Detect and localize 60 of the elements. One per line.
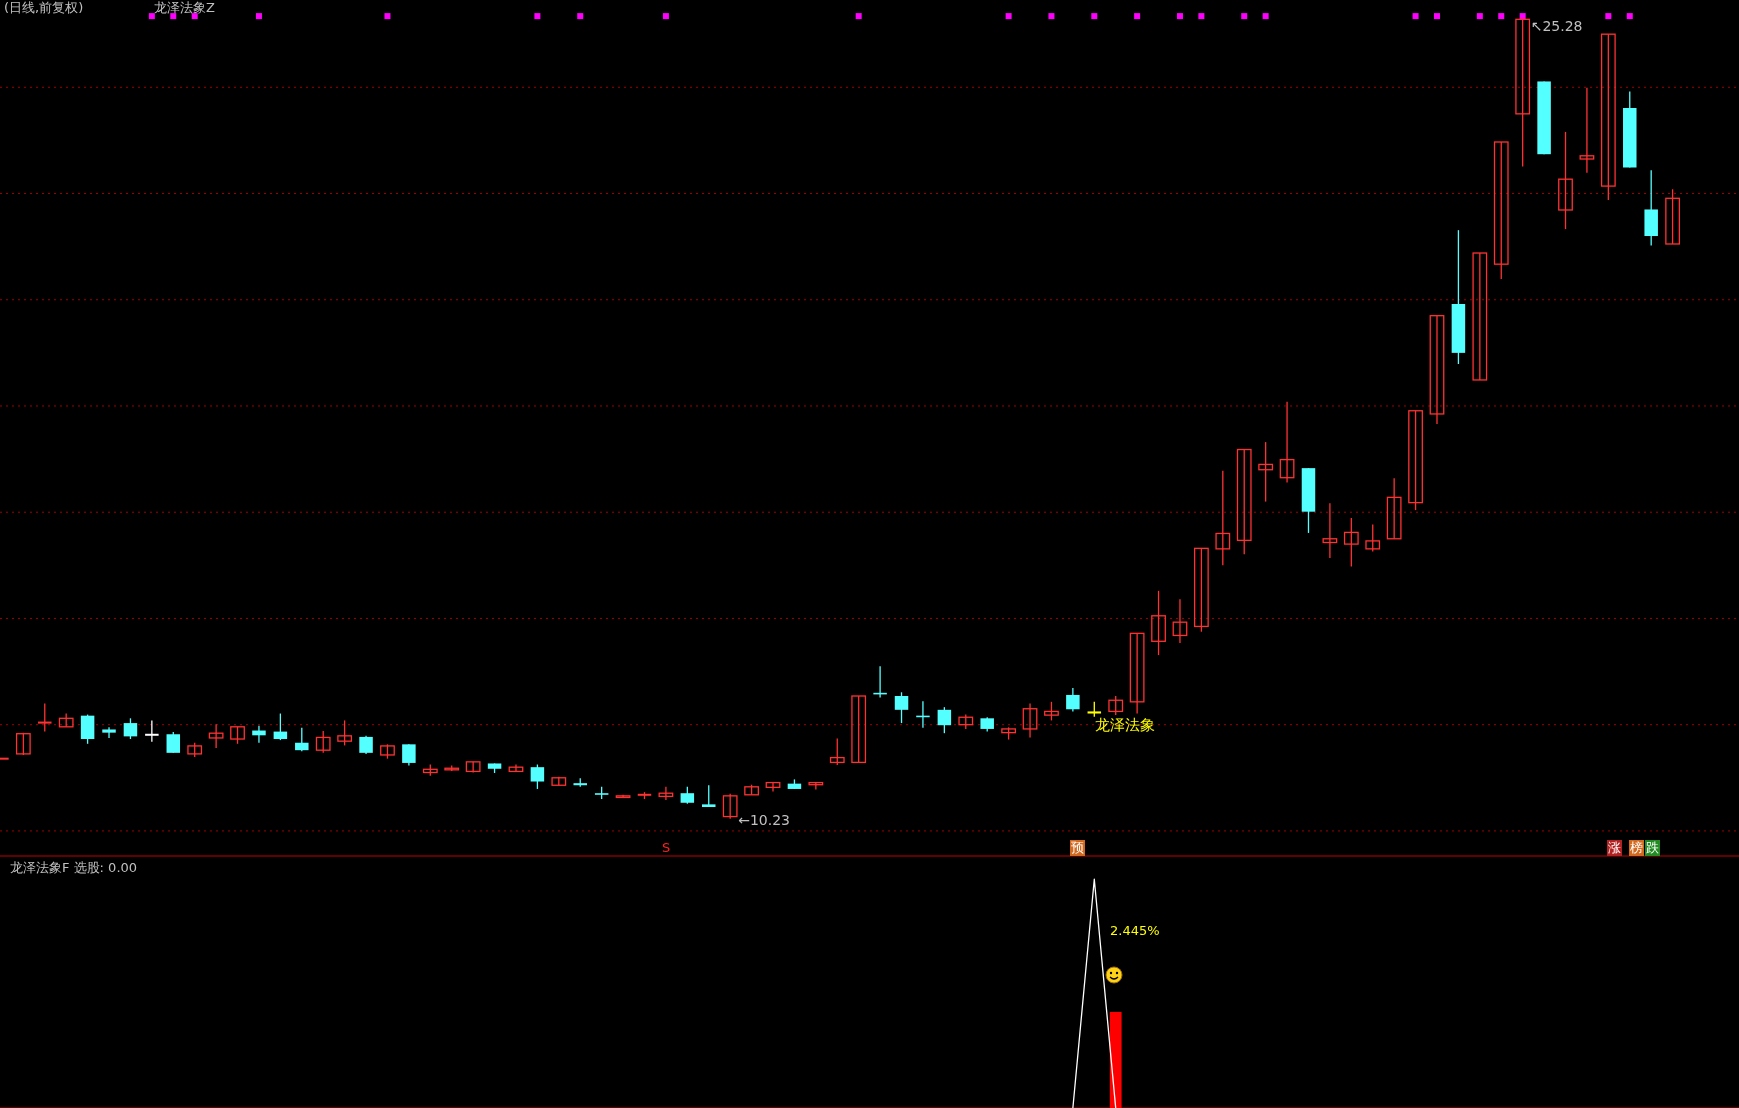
candlestick <box>658 786 674 801</box>
candlestick <box>1343 517 1359 568</box>
candlestick <box>1579 87 1595 174</box>
candlestick <box>765 781 781 793</box>
candlestick <box>1365 523 1381 553</box>
candlestick <box>15 732 31 756</box>
candlestick <box>1215 470 1231 566</box>
candlestick <box>1236 448 1252 555</box>
candlestick <box>1044 701 1059 722</box>
candlestick <box>1600 33 1616 201</box>
candlestick <box>1408 410 1423 511</box>
candlestick <box>1493 141 1509 280</box>
candlestick <box>208 723 224 749</box>
candlestick <box>722 793 738 820</box>
chart-subtitle: (日线,前复权) <box>4 0 84 15</box>
candlestick <box>1279 401 1295 484</box>
text: S <box>662 840 671 855</box>
candlestick <box>359 735 373 755</box>
text: 预 <box>1071 840 1084 855</box>
candlestick <box>38 702 52 733</box>
candlestick <box>508 763 524 773</box>
candlestick <box>530 763 545 790</box>
candlestick <box>1558 131 1573 230</box>
candlestick <box>295 727 309 752</box>
annotation: 龙泽法象 <box>1095 716 1155 734</box>
candlestick <box>123 717 138 740</box>
candlestick <box>337 719 353 747</box>
candlestick <box>1066 687 1080 713</box>
candlestick <box>1386 477 1402 540</box>
candlestick <box>1258 441 1274 503</box>
candlestick <box>273 712 288 741</box>
chart-title: 龙泽法象F 选股: 0.00 <box>10 860 138 875</box>
candlestick <box>1022 702 1038 739</box>
text: 榜 <box>1630 840 1643 855</box>
candlestick <box>145 719 159 743</box>
candlestick <box>1665 188 1680 245</box>
chart-title: 龙泽法象Z <box>154 0 215 15</box>
candlestick <box>166 731 181 754</box>
candlestick <box>1151 590 1166 656</box>
annotation: 2.445% <box>1110 923 1160 938</box>
candlestick <box>315 730 331 754</box>
candlestick <box>1108 695 1124 716</box>
candlestick <box>402 743 416 767</box>
candlestick <box>1322 502 1338 559</box>
candlestick <box>1193 547 1209 633</box>
candlestick <box>1129 632 1145 715</box>
candlestick <box>937 706 952 734</box>
text: 涨 <box>1608 840 1621 855</box>
candlestick <box>1172 598 1188 644</box>
candlestick <box>894 691 909 724</box>
text: 跌 <box>1646 840 1659 855</box>
candlestick <box>1429 315 1445 425</box>
candlestick <box>80 713 95 745</box>
candlestick <box>102 726 116 739</box>
candlestick <box>465 761 481 774</box>
candlestick <box>829 737 845 766</box>
candlestick <box>1472 252 1488 381</box>
annotation: ←10.23 <box>738 811 790 828</box>
annotation: ↖25.28 <box>1530 18 1583 35</box>
candlestick <box>851 695 867 764</box>
